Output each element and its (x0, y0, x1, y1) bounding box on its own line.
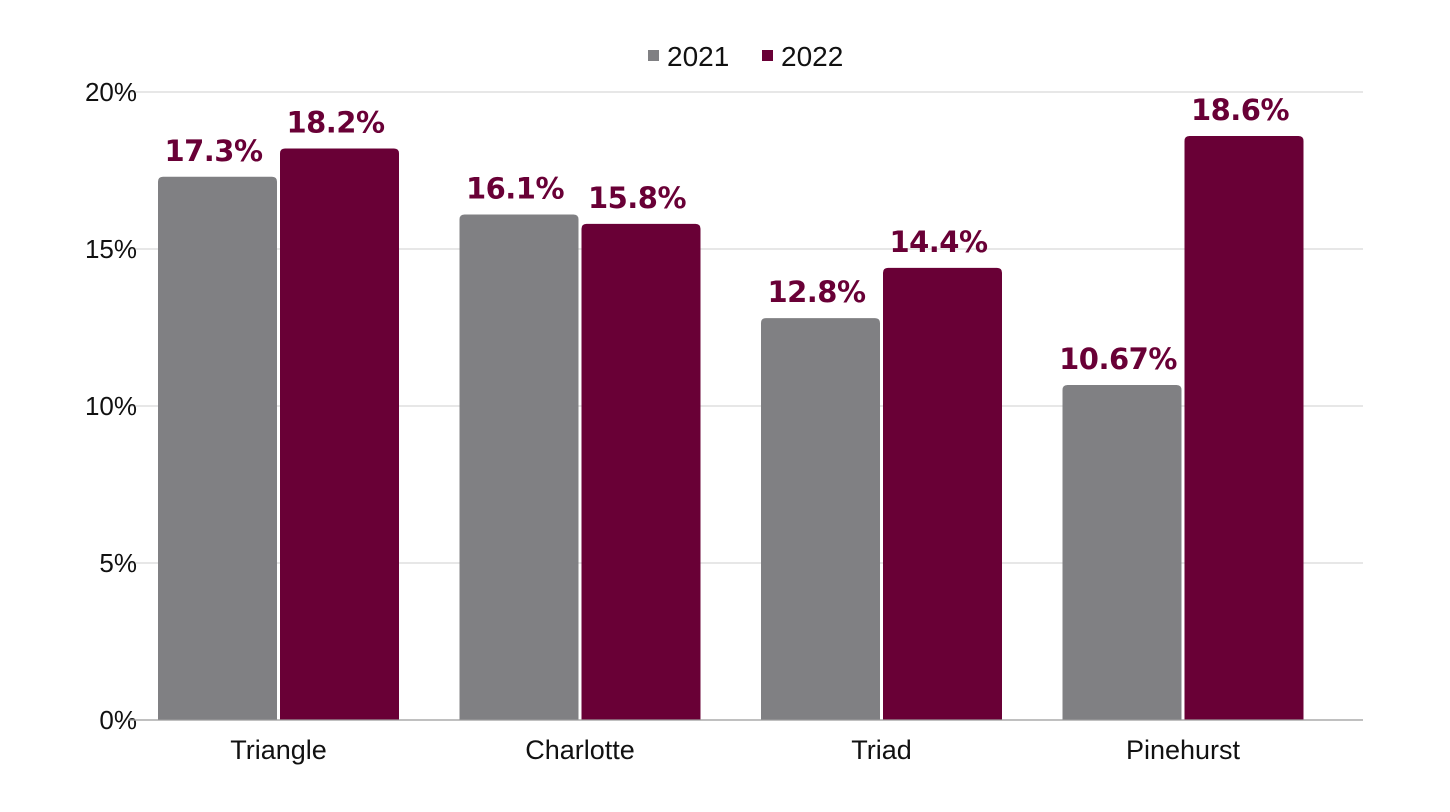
bar-2022-charlotte (581, 223, 701, 720)
bar-2022-pinehurst (1184, 135, 1304, 720)
y-tick-label: 5% (99, 548, 137, 578)
legend-swatch (648, 50, 659, 61)
x-tick-label: Triad (851, 735, 912, 765)
bar-2022-triad (883, 267, 1002, 720)
legend-swatch (762, 50, 773, 61)
bar-2021-pinehurst (1062, 384, 1182, 720)
bars (158, 135, 1304, 720)
data-label: 14.4% (889, 225, 988, 259)
data-label: 18.2% (286, 106, 385, 140)
data-label: 12.8% (767, 275, 866, 309)
y-tick-label: 15% (85, 234, 137, 264)
axes: 0%5%10%15%20%Triangle Charlotte Triad Pineh… (85, 77, 1363, 765)
data-label: 17.3% (164, 134, 263, 168)
data-label: 10.67% (1059, 342, 1177, 376)
bar-2021-charlotte (459, 214, 579, 720)
bar-2022-triangle (280, 148, 399, 720)
bar-2021-triangle (158, 176, 277, 720)
legend-label: 2022 (781, 41, 843, 72)
x-tick-label: Triangle (230, 735, 327, 765)
x-tick-label: Charlotte (525, 735, 635, 765)
data-labels: 17.3% 18.2% 16.1% 15.8% 12.8% 14.4% 10.67% 18.6… (164, 93, 1290, 376)
bar-2021-triad (761, 318, 880, 720)
y-tick-label: 20% (85, 77, 137, 107)
y-tick-label: 10% (85, 391, 137, 421)
data-label: 16.1% (466, 171, 565, 205)
x-tick-label: Pinehurst (1126, 735, 1241, 765)
legend-label: 2021 (667, 41, 729, 72)
data-label: 15.8% (588, 181, 687, 215)
legend: 2021 2022 (648, 41, 843, 72)
data-label: 18.6% (1191, 93, 1290, 127)
